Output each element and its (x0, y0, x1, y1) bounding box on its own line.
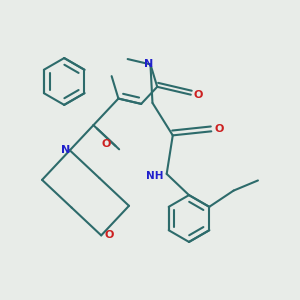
Text: O: O (102, 139, 111, 149)
Text: O: O (105, 230, 114, 240)
Text: N: N (61, 145, 70, 155)
Text: N: N (144, 59, 153, 69)
Text: O: O (215, 124, 224, 134)
Text: O: O (194, 90, 203, 100)
Text: NH: NH (146, 171, 163, 181)
